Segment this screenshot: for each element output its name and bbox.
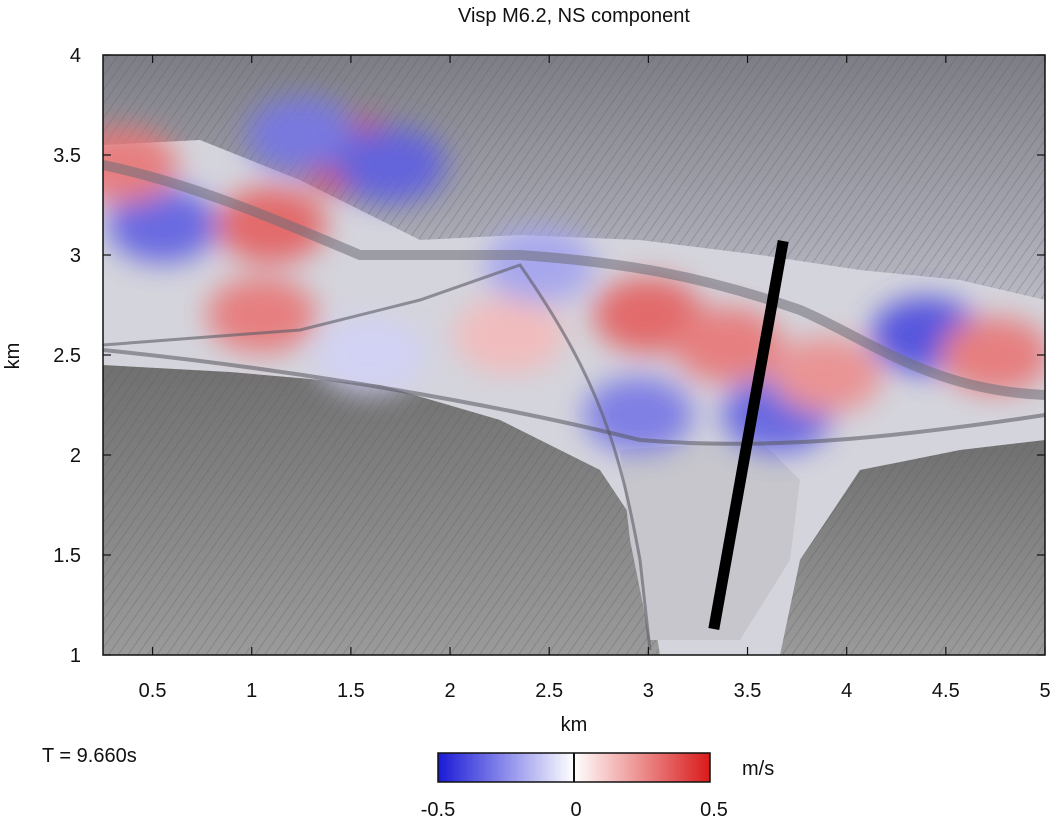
x-tick-label: 0.5	[139, 680, 167, 702]
x-tick-label: 1	[246, 680, 257, 702]
colorbar-unit: m/s	[742, 758, 774, 780]
velocity-blob	[315, 317, 426, 393]
southeast-hillside-texture	[780, 440, 1045, 655]
southern-hillside-texture	[103, 365, 660, 655]
x-tick-label: 5	[1039, 680, 1050, 702]
velocity-blob	[107, 187, 218, 263]
colorbar-tick-min: -0.5	[421, 799, 455, 821]
y-axis-label: km	[2, 343, 24, 370]
velocity-blob	[246, 97, 357, 173]
velocity-field	[103, 97, 1045, 453]
railway	[103, 263, 652, 651]
x-tick-label: 1.5	[337, 680, 365, 702]
velocity-blob	[454, 297, 565, 373]
y-tick-label: 2	[70, 445, 81, 467]
x-tick-label: 2	[444, 680, 455, 702]
velocity-blob	[771, 337, 882, 413]
x-tick-label: 3.5	[734, 680, 762, 702]
y-tick-label: 4	[70, 45, 81, 67]
fault-trace	[708, 240, 789, 630]
x-tick-label: 4	[841, 680, 852, 702]
visp-town	[620, 440, 800, 640]
velocity-blob	[484, 227, 595, 303]
x-tick-label: 2.5	[535, 680, 563, 702]
colorbar: -0.5 0 0.5 m/s	[421, 752, 774, 821]
river	[103, 348, 1045, 446]
velocity-blob	[335, 127, 446, 203]
colorbar-tick-max: 0.5	[700, 799, 728, 821]
y-tick-label: 3	[70, 245, 81, 267]
y-tick-label: 2.5	[53, 345, 81, 367]
time-label: T = 9.660s	[42, 745, 137, 767]
velocity-blob	[940, 317, 1045, 393]
map-background	[103, 55, 1045, 655]
y-tick-label: 1	[70, 645, 81, 667]
x-tick-label: 3	[643, 680, 654, 702]
y-tick-label: 3.5	[53, 145, 81, 167]
x-tick-label: 4.5	[932, 680, 960, 702]
axis-ticks: 0.5 1 1.5 2 2.5 3 3.5 4 4.5 5 1 1.5 2 2.5 3 3.5 4	[53, 45, 1050, 702]
velocity-blob	[672, 307, 783, 383]
colorbar-tick-zero: 0	[570, 799, 581, 821]
velocity-blob	[206, 277, 317, 353]
chart-title: Visp M6.2, NS component	[458, 5, 690, 27]
y-tick-label: 1.5	[53, 545, 81, 567]
x-axis-label: km	[561, 714, 588, 736]
motorway	[103, 160, 1045, 400]
